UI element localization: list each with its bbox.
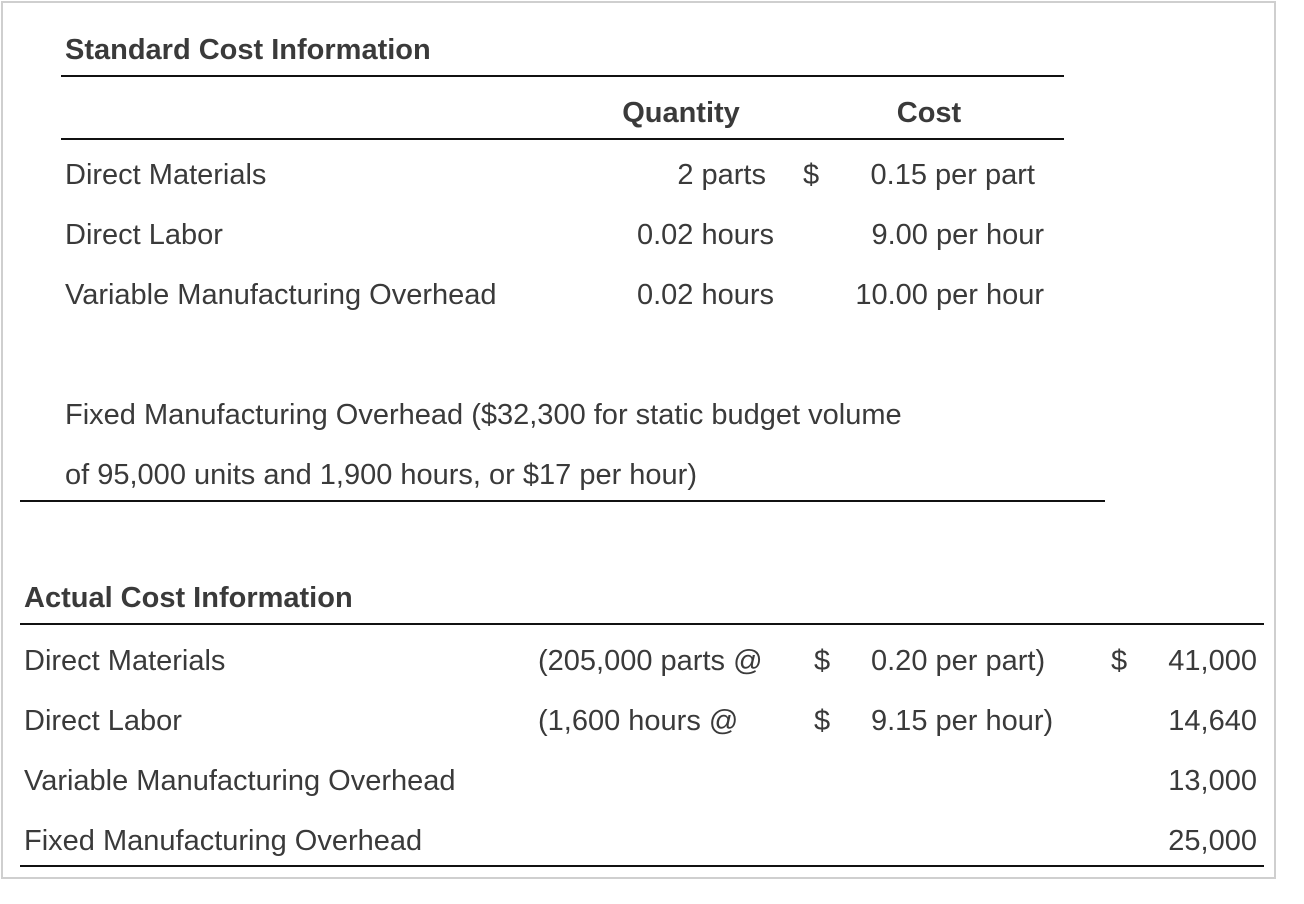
actual-row-currency: $ xyxy=(814,705,831,737)
actual-bottom-rule xyxy=(20,865,1264,867)
document-frame: Standard Cost Information Quantity Cost … xyxy=(1,1,1276,879)
actual-row-rate: 9.15 per hour) xyxy=(871,705,1054,737)
standard-row-quantity: 0.02 hours xyxy=(636,279,774,311)
actual-row-detail: (1,600 hours @ xyxy=(538,705,739,737)
standard-row-label: Variable Manufacturing Overhead xyxy=(65,279,497,311)
actual-row-detail: (205,000 parts @ xyxy=(538,645,763,677)
standard-row-cost: 10.00 per hour xyxy=(855,279,1044,311)
actual-row-label: Direct Labor xyxy=(24,705,182,737)
actual-row-total: 25,000 xyxy=(1168,825,1257,857)
standard-row-cost: 9.00 per hour xyxy=(871,219,1044,251)
actual-row-label: Variable Manufacturing Overhead xyxy=(24,765,456,797)
header-cost: Cost xyxy=(896,97,962,129)
header-quantity: Quantity xyxy=(622,97,740,129)
standard-title-rule xyxy=(61,75,1064,77)
actual-row-total: 14,640 xyxy=(1168,705,1257,737)
standard-row-currency: $ xyxy=(803,159,820,191)
fixed-overhead-note-line2: of 95,000 units and 1,900 hours, or $17 … xyxy=(65,459,697,491)
actual-title: Actual Cost Information xyxy=(24,582,353,614)
actual-row-total: 13,000 xyxy=(1168,765,1257,797)
standard-title: Standard Cost Information xyxy=(65,34,431,66)
fixed-overhead-note-line1: Fixed Manufacturing Overhead ($32,300 fo… xyxy=(65,399,902,431)
standard-header-rule xyxy=(61,138,1064,140)
actual-row-rate: 0.20 per part) xyxy=(871,645,1046,677)
standard-row-label: Direct Labor xyxy=(65,219,223,251)
actual-row-currency: $ xyxy=(814,645,831,677)
standard-row-quantity: 0.02 hours xyxy=(636,219,774,251)
standard-row-cost: 0.15 per part xyxy=(870,159,1035,191)
standard-row-label: Direct Materials xyxy=(65,159,267,191)
standard-row-quantity: 2 parts xyxy=(677,159,766,191)
standard-section-rule xyxy=(20,500,1105,502)
actual-row-label: Fixed Manufacturing Overhead xyxy=(24,825,423,857)
actual-title-rule xyxy=(20,623,1264,625)
actual-row-total-currency: $ xyxy=(1111,645,1128,677)
actual-row-label: Direct Materials xyxy=(24,645,226,677)
actual-row-total: 41,000 xyxy=(1168,645,1257,677)
